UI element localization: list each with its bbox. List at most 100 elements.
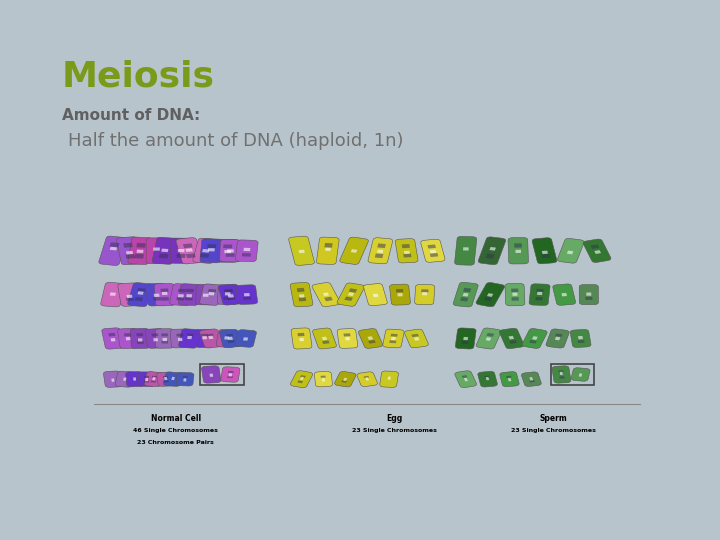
FancyBboxPatch shape bbox=[485, 254, 495, 259]
FancyBboxPatch shape bbox=[557, 238, 584, 263]
FancyBboxPatch shape bbox=[373, 294, 379, 297]
FancyBboxPatch shape bbox=[460, 297, 468, 301]
FancyBboxPatch shape bbox=[186, 334, 194, 336]
FancyBboxPatch shape bbox=[340, 237, 369, 265]
FancyBboxPatch shape bbox=[170, 329, 190, 348]
FancyBboxPatch shape bbox=[511, 288, 518, 292]
FancyBboxPatch shape bbox=[476, 282, 505, 307]
FancyBboxPatch shape bbox=[343, 377, 347, 381]
FancyBboxPatch shape bbox=[178, 289, 186, 293]
FancyBboxPatch shape bbox=[337, 283, 364, 306]
FancyBboxPatch shape bbox=[159, 254, 168, 259]
FancyBboxPatch shape bbox=[126, 372, 143, 387]
FancyBboxPatch shape bbox=[208, 289, 217, 293]
FancyBboxPatch shape bbox=[135, 254, 144, 259]
FancyBboxPatch shape bbox=[364, 284, 387, 306]
FancyBboxPatch shape bbox=[126, 337, 130, 340]
FancyBboxPatch shape bbox=[123, 377, 127, 381]
FancyBboxPatch shape bbox=[297, 288, 305, 292]
FancyBboxPatch shape bbox=[390, 284, 410, 305]
FancyBboxPatch shape bbox=[383, 329, 404, 348]
FancyBboxPatch shape bbox=[577, 340, 585, 343]
FancyBboxPatch shape bbox=[153, 294, 160, 297]
FancyBboxPatch shape bbox=[144, 381, 149, 382]
FancyBboxPatch shape bbox=[320, 376, 325, 378]
FancyBboxPatch shape bbox=[226, 334, 233, 337]
FancyBboxPatch shape bbox=[379, 371, 398, 387]
Text: 46 Single Chromosomes: 46 Single Chromosomes bbox=[133, 428, 218, 433]
FancyBboxPatch shape bbox=[146, 238, 167, 264]
FancyBboxPatch shape bbox=[490, 247, 496, 251]
FancyBboxPatch shape bbox=[537, 292, 542, 295]
FancyBboxPatch shape bbox=[144, 372, 163, 387]
Text: Amount of DNA:: Amount of DNA: bbox=[62, 108, 200, 123]
FancyBboxPatch shape bbox=[228, 371, 234, 373]
FancyBboxPatch shape bbox=[546, 329, 570, 348]
FancyBboxPatch shape bbox=[341, 380, 347, 383]
FancyBboxPatch shape bbox=[227, 376, 233, 378]
FancyBboxPatch shape bbox=[335, 372, 356, 387]
FancyBboxPatch shape bbox=[217, 239, 238, 262]
FancyBboxPatch shape bbox=[153, 338, 158, 341]
FancyBboxPatch shape bbox=[163, 372, 182, 386]
FancyBboxPatch shape bbox=[395, 239, 418, 263]
Bar bbox=[200, 363, 244, 386]
FancyBboxPatch shape bbox=[112, 379, 114, 382]
FancyBboxPatch shape bbox=[179, 284, 200, 306]
FancyBboxPatch shape bbox=[163, 376, 168, 378]
FancyBboxPatch shape bbox=[152, 377, 156, 380]
FancyBboxPatch shape bbox=[163, 338, 167, 341]
Text: Normal Cell: Normal Cell bbox=[150, 414, 201, 423]
FancyBboxPatch shape bbox=[176, 334, 183, 336]
FancyBboxPatch shape bbox=[153, 247, 160, 251]
FancyBboxPatch shape bbox=[571, 368, 590, 381]
FancyBboxPatch shape bbox=[133, 377, 136, 381]
FancyBboxPatch shape bbox=[323, 292, 329, 296]
FancyBboxPatch shape bbox=[532, 336, 538, 340]
FancyBboxPatch shape bbox=[178, 338, 182, 341]
FancyBboxPatch shape bbox=[199, 253, 210, 258]
FancyBboxPatch shape bbox=[529, 380, 535, 382]
FancyBboxPatch shape bbox=[455, 328, 476, 349]
FancyBboxPatch shape bbox=[228, 340, 235, 343]
FancyBboxPatch shape bbox=[202, 249, 210, 253]
FancyBboxPatch shape bbox=[224, 289, 232, 293]
FancyBboxPatch shape bbox=[186, 289, 194, 292]
FancyBboxPatch shape bbox=[171, 238, 192, 264]
FancyBboxPatch shape bbox=[178, 294, 184, 298]
FancyBboxPatch shape bbox=[127, 295, 132, 298]
FancyBboxPatch shape bbox=[345, 337, 350, 340]
FancyBboxPatch shape bbox=[463, 288, 472, 292]
FancyBboxPatch shape bbox=[185, 297, 193, 300]
FancyBboxPatch shape bbox=[324, 296, 333, 301]
FancyBboxPatch shape bbox=[176, 238, 203, 264]
FancyBboxPatch shape bbox=[487, 293, 493, 297]
FancyBboxPatch shape bbox=[462, 341, 469, 344]
Text: 23 Single Chromosomes: 23 Single Chromosomes bbox=[510, 428, 595, 433]
FancyBboxPatch shape bbox=[243, 248, 251, 251]
FancyBboxPatch shape bbox=[138, 339, 143, 342]
FancyBboxPatch shape bbox=[216, 329, 237, 347]
FancyBboxPatch shape bbox=[344, 296, 353, 301]
FancyBboxPatch shape bbox=[559, 372, 563, 375]
FancyBboxPatch shape bbox=[145, 328, 166, 348]
FancyBboxPatch shape bbox=[570, 329, 591, 348]
FancyBboxPatch shape bbox=[505, 284, 525, 306]
FancyBboxPatch shape bbox=[454, 237, 477, 265]
FancyBboxPatch shape bbox=[300, 338, 304, 341]
FancyBboxPatch shape bbox=[462, 375, 467, 378]
FancyBboxPatch shape bbox=[176, 373, 194, 386]
FancyBboxPatch shape bbox=[117, 328, 138, 349]
Text: 23 Chromosome Pairs: 23 Chromosome Pairs bbox=[138, 440, 214, 445]
FancyBboxPatch shape bbox=[478, 237, 505, 265]
FancyBboxPatch shape bbox=[202, 336, 207, 339]
FancyBboxPatch shape bbox=[478, 372, 498, 387]
FancyBboxPatch shape bbox=[130, 328, 150, 349]
FancyBboxPatch shape bbox=[411, 334, 419, 337]
FancyBboxPatch shape bbox=[508, 378, 511, 381]
FancyBboxPatch shape bbox=[136, 243, 145, 248]
FancyBboxPatch shape bbox=[186, 294, 192, 298]
FancyBboxPatch shape bbox=[325, 248, 331, 251]
FancyBboxPatch shape bbox=[567, 251, 573, 254]
FancyBboxPatch shape bbox=[300, 376, 304, 380]
